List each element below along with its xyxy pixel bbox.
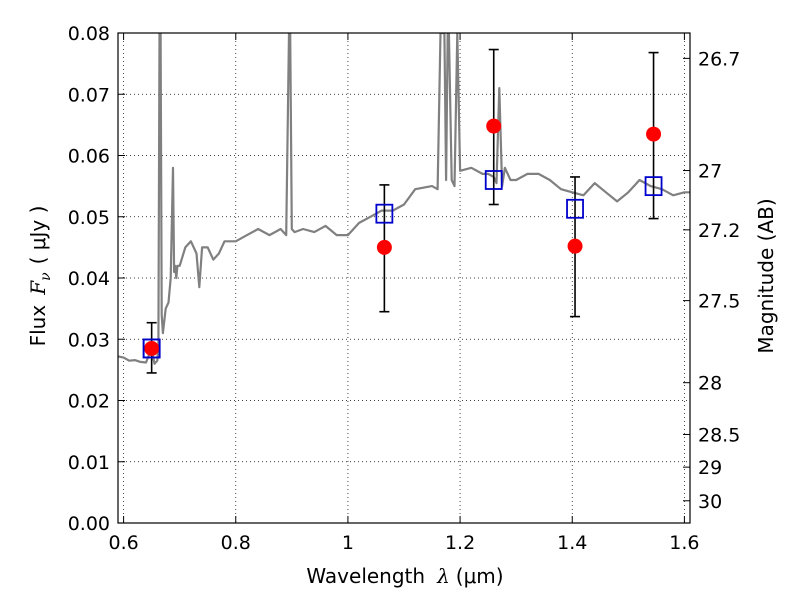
- x-axis-title-unit: (μm): [456, 564, 504, 588]
- plot-area: [118, 33, 690, 374]
- y2-tick-label: 27.5: [698, 291, 740, 313]
- y2-tick-label: 30: [698, 491, 722, 513]
- y-tick-label: 0.03: [68, 329, 110, 351]
- y-tick-label: 0.08: [68, 23, 110, 45]
- y-axis-title: Flux Fν ( μJy ): [26, 206, 54, 347]
- x-axis-title-symbol: λ: [436, 564, 450, 588]
- observed-point: [376, 239, 392, 255]
- model-point: [644, 176, 663, 197]
- x-tick-label: 1: [342, 532, 354, 554]
- x-tick-label: 1.4: [557, 532, 587, 554]
- y-tick-label: 0.02: [68, 391, 110, 413]
- y2-tick-label: 29: [698, 457, 722, 479]
- observed-point: [486, 118, 502, 134]
- y-tick-label: 0.06: [68, 146, 110, 168]
- spectrum-line: [118, 33, 690, 365]
- observed-point: [646, 126, 662, 142]
- y-tick-label: 0.07: [68, 84, 110, 106]
- y2-tick-label: 27.2: [698, 220, 740, 242]
- y-tick-label: 0.05: [68, 207, 110, 229]
- y2-tick-label: 28.5: [698, 424, 740, 446]
- tick-labels: 0.6 0.8 1 1.2 1.4 1.6 0.00 0.01 0.02 0.03 0.04 0.05…: [68, 23, 741, 554]
- x-axis-title: Wavelength λ (μm): [306, 564, 503, 588]
- x-tick-label: 0.8: [221, 532, 251, 554]
- x-tick-label: 1.2: [445, 532, 475, 554]
- y2-tick-label: 26.7: [698, 48, 740, 70]
- y-tick-label: 0.04: [68, 268, 110, 290]
- y-axis-title-subscript: ν: [38, 272, 54, 281]
- x-axis-title-text: Wavelength: [306, 564, 425, 588]
- y-axis-title-text: Flux: [26, 305, 50, 347]
- ticks: [118, 32, 690, 524]
- y-tick-label: 0.01: [68, 452, 110, 474]
- y-tick-label: 0.00: [68, 513, 110, 535]
- y-axis-title-symbol: F: [26, 280, 50, 296]
- model-point: [484, 170, 503, 190]
- y2-tick-label: 27: [698, 161, 722, 183]
- model-point: [566, 198, 584, 219]
- x-tick-label: 0.6: [108, 532, 138, 554]
- y2-axis-title: Magnitude (AB): [754, 198, 778, 353]
- y2-tick-label: 28: [698, 373, 722, 395]
- y-axis-title-unit: ( μJy ): [26, 206, 50, 265]
- model-point-overlay: [142, 338, 161, 359]
- x-tick-label: 1.6: [669, 532, 699, 554]
- observed-point: [567, 238, 583, 254]
- observed-point: [144, 340, 160, 356]
- model-point: [375, 203, 394, 224]
